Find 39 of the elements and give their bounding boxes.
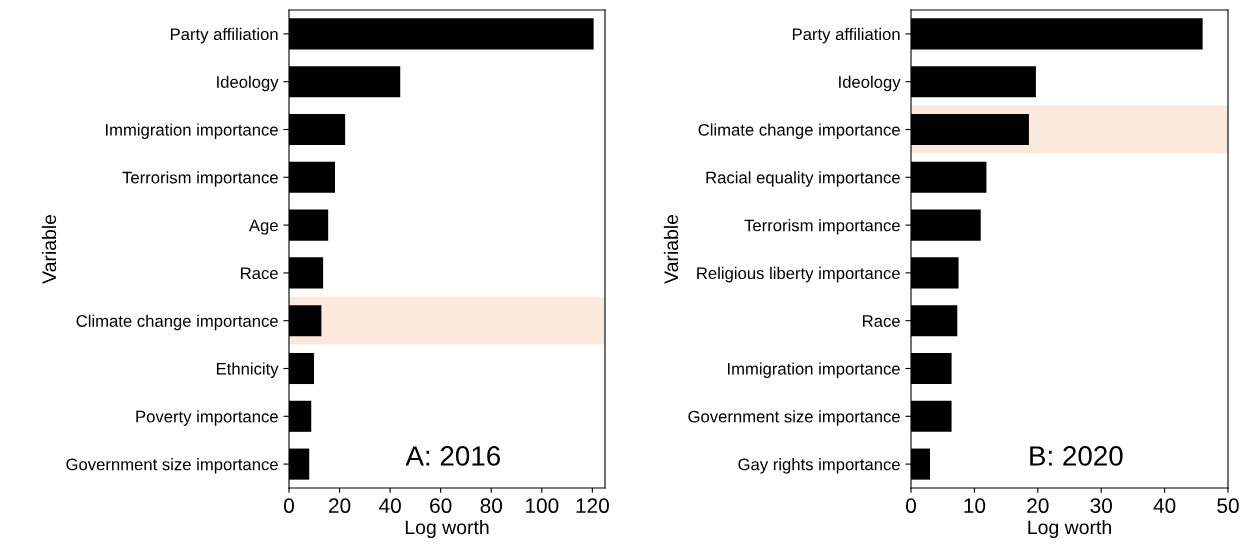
x-tick-label: 20 <box>329 498 351 514</box>
x-axis-title: Log worth <box>1028 519 1111 539</box>
y-tick-label: Government size importance <box>66 458 278 474</box>
x-tick-label: 80 <box>480 498 503 514</box>
y-tick-label: Age <box>248 219 278 235</box>
y-tick-label: Party affiliation <box>792 27 900 44</box>
y-tick-label: Party affiliation <box>170 27 278 44</box>
x-tick-label: 20 <box>1027 498 1049 514</box>
y-tick-label: Government size importance <box>688 410 900 426</box>
x-tick-label: 0 <box>284 498 294 514</box>
y-tick-label: Ethnicity <box>216 362 279 378</box>
y-tick-label: Gay rights importance <box>738 458 900 474</box>
x-tick-label: 30 <box>1090 498 1112 514</box>
y-axis-title: Variable <box>663 214 679 284</box>
y-tick-label: Climate change importance <box>698 123 900 139</box>
x-tick-label: 40 <box>379 498 401 514</box>
x-tick-label: 50 <box>1217 498 1239 514</box>
x-tick-label: 100 <box>526 498 559 514</box>
x-axis-title: Log worth <box>405 519 489 539</box>
x-tick-label: 40 <box>1153 498 1176 514</box>
y-tick-label: Climate change importance <box>76 314 278 331</box>
y-tick-label: Racial equality importance <box>706 171 900 187</box>
y-tick-label: Immigration importance <box>106 123 278 139</box>
y-tick-label: Immigration importance <box>728 362 900 378</box>
y-tick-label: Terrorism importance <box>122 171 278 187</box>
y-tick-label: Race <box>241 267 278 280</box>
annotation: B: 2020 <box>1030 446 1123 466</box>
y-axis-title: Variable <box>41 214 57 284</box>
y-tick-label: Ideology <box>839 75 901 92</box>
y-tick-label: Ideology <box>217 75 279 92</box>
y-tick-label: Religious liberty importance <box>697 266 900 283</box>
x-tick-label: 60 <box>430 498 452 514</box>
y-tick-label: Terrorism importance <box>744 219 900 235</box>
x-tick-label: 0 <box>906 498 916 514</box>
x-tick-label: 10 <box>964 498 986 514</box>
x-tick-label: 120 <box>576 498 609 514</box>
y-tick-label: Poverty importance <box>136 410 278 426</box>
y-tick-label: Race <box>863 315 900 327</box>
annotation: A: 2016 <box>405 446 500 466</box>
